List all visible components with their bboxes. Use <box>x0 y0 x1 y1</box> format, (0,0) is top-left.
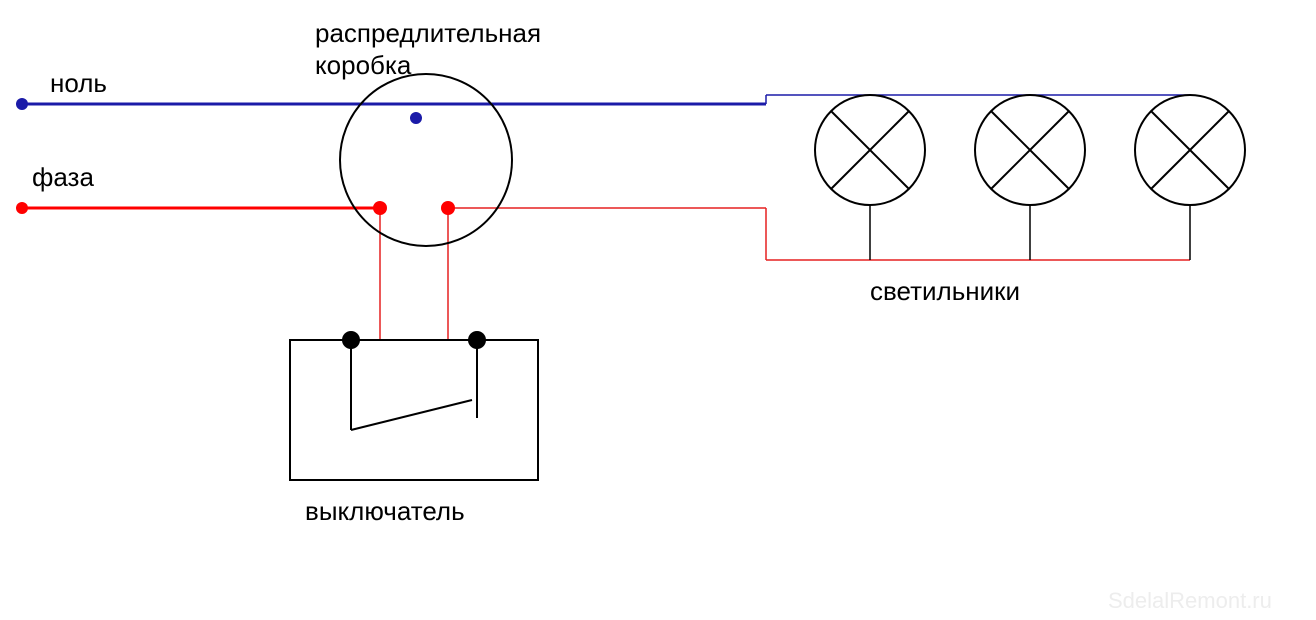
wiring-diagram: ноль фаза распредлительнаякоробка светильни… <box>0 0 1316 620</box>
label-switch: выключатель <box>305 496 465 526</box>
label-junction-2: коробка <box>315 50 412 80</box>
label-junction-1: распредлительная <box>315 18 541 48</box>
neutral-junction-dot <box>410 112 422 124</box>
watermark: SdelalRemont.ru <box>1108 588 1272 613</box>
neutral-start-dot <box>16 98 28 110</box>
label-neutral: ноль <box>50 68 107 98</box>
label-phase: фаза <box>32 162 94 192</box>
phase-box-in-dot <box>373 201 387 215</box>
canvas-bg <box>0 0 1316 620</box>
switch-term-right <box>468 331 486 349</box>
phase-box-out-dot <box>441 201 455 215</box>
switch-term-left <box>342 331 360 349</box>
label-lights: светильники <box>870 276 1020 306</box>
phase-start-dot <box>16 202 28 214</box>
